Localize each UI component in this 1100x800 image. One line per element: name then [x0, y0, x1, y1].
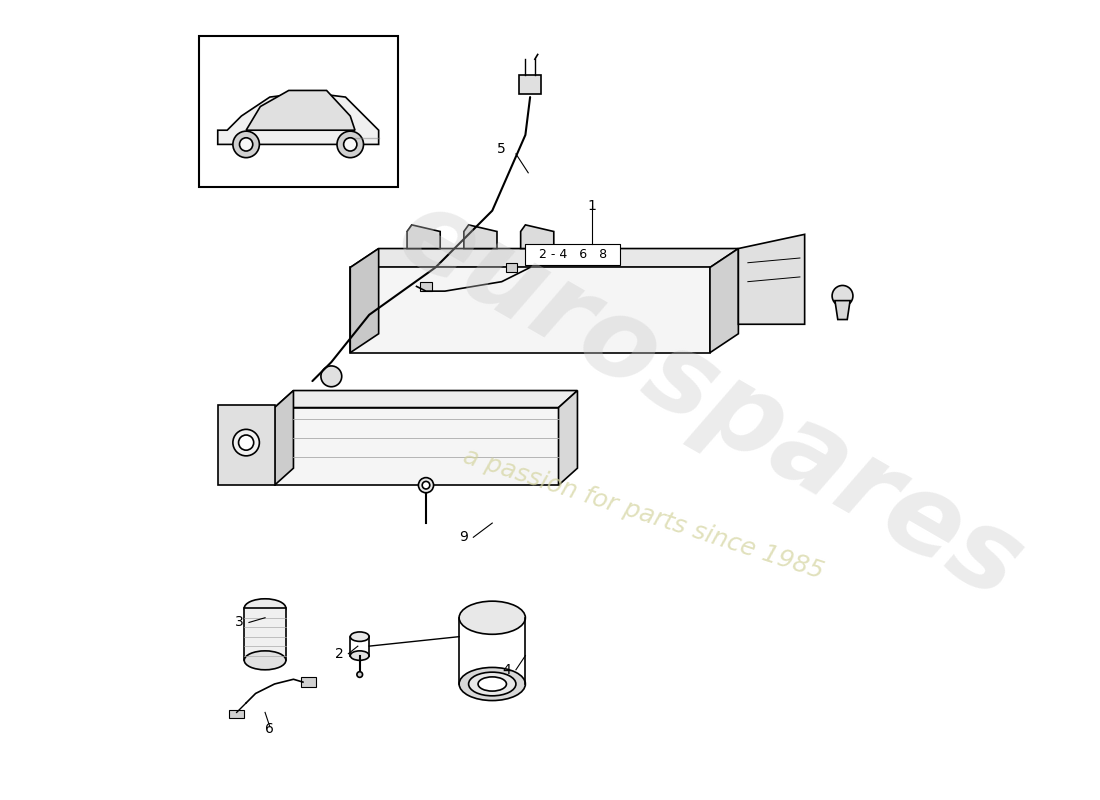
Ellipse shape	[350, 651, 370, 660]
Bar	[199, 35, 397, 187]
Polygon shape	[218, 92, 378, 145]
Polygon shape	[464, 225, 497, 249]
Polygon shape	[559, 390, 578, 485]
Polygon shape	[275, 390, 294, 485]
Bar	[526, 244, 620, 265]
Ellipse shape	[832, 286, 852, 306]
Polygon shape	[275, 407, 559, 485]
Ellipse shape	[469, 672, 516, 696]
Ellipse shape	[459, 601, 526, 634]
Bar	[301, 678, 316, 687]
Ellipse shape	[459, 667, 526, 701]
Ellipse shape	[240, 138, 253, 151]
Text: 2 - 4   6   8: 2 - 4 6 8	[539, 248, 607, 261]
Ellipse shape	[343, 138, 356, 151]
Ellipse shape	[244, 651, 286, 670]
Polygon shape	[520, 225, 553, 249]
Ellipse shape	[422, 482, 430, 489]
Ellipse shape	[233, 131, 260, 158]
Polygon shape	[835, 301, 850, 319]
Polygon shape	[244, 608, 286, 660]
Polygon shape	[350, 267, 710, 353]
Polygon shape	[350, 249, 378, 353]
Text: a passion for parts since 1985: a passion for parts since 1985	[461, 444, 827, 583]
Text: 4: 4	[502, 662, 510, 677]
Text: 5: 5	[497, 142, 506, 156]
Polygon shape	[710, 249, 738, 353]
Ellipse shape	[356, 672, 363, 678]
Text: eurospares: eurospares	[379, 178, 1041, 622]
Bar	[229, 710, 244, 718]
Ellipse shape	[244, 598, 286, 618]
Polygon shape	[218, 405, 275, 485]
Text: 1: 1	[587, 199, 596, 213]
Polygon shape	[407, 225, 440, 249]
Bar	[420, 282, 431, 291]
Bar	[519, 75, 541, 94]
Ellipse shape	[239, 435, 254, 450]
Ellipse shape	[337, 131, 363, 158]
Text: 6: 6	[265, 722, 274, 737]
Ellipse shape	[350, 632, 370, 642]
Polygon shape	[350, 249, 738, 267]
Ellipse shape	[321, 366, 342, 386]
Bar	[506, 262, 517, 272]
Polygon shape	[246, 90, 355, 130]
Ellipse shape	[233, 430, 260, 456]
Text: 9: 9	[460, 530, 469, 544]
Ellipse shape	[418, 478, 433, 493]
Ellipse shape	[478, 677, 506, 691]
Text: 3: 3	[235, 615, 244, 630]
Polygon shape	[275, 390, 578, 407]
Text: 2: 2	[334, 646, 343, 661]
Polygon shape	[738, 234, 804, 324]
